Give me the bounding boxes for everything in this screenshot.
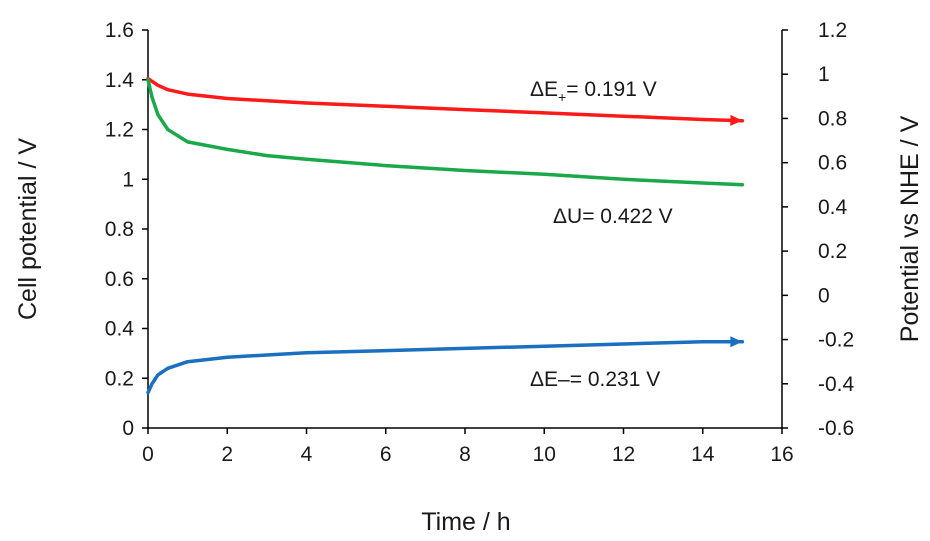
x-tick-label: 4 — [301, 443, 313, 466]
annotation-label: ΔE — [530, 368, 558, 391]
x-tick-label: 0 — [142, 443, 154, 466]
annotation-delta-e-minus: ΔE–= 0.231 V — [530, 368, 660, 391]
right-y-tick-label: 1 — [818, 63, 830, 86]
right-y-tick-label: 0.4 — [818, 196, 848, 219]
x-tick-label: 16 — [770, 443, 793, 466]
x-axis-title: Time / h — [421, 508, 510, 536]
axes — [147, 30, 783, 429]
annotation-value: = 0.191 V — [566, 78, 657, 101]
left-y-axis-title: Cell potential / V — [14, 138, 42, 320]
annotation-delta-e-plus: ΔE+= 0.191 V — [530, 78, 657, 105]
right-y-tick-label: -0.2 — [818, 329, 854, 352]
annotation-value: = 0.422 V — [582, 205, 673, 228]
right-y-tick-label: 0.2 — [818, 240, 847, 263]
right-y-tick-label: 1.2 — [818, 19, 847, 42]
tick-marks — [142, 29, 788, 434]
left-y-tick-label: 1.6 — [105, 19, 134, 42]
annotation-label: ΔU — [553, 205, 582, 228]
left-y-tick-label: 0.6 — [105, 268, 134, 291]
left-y-tick-label: 1 — [122, 168, 134, 191]
tick-labels: 0 2 4 6 8 10 12 14 1600.20.40.60.811.21.41.6-0.6… — [105, 19, 855, 466]
left-y-tick-label: 0 — [122, 417, 134, 440]
series-line-negative-electrode — [146, 340, 745, 395]
left-y-tick-label: 0.2 — [105, 367, 134, 390]
right-y-tick-label: 0.8 — [818, 107, 847, 130]
annotation-subscript: + — [558, 89, 566, 105]
series-arrowhead — [730, 336, 743, 348]
x-tick-label: 10 — [533, 443, 556, 466]
left-y-tick-label: 0.8 — [105, 218, 134, 241]
series-group — [146, 76, 745, 395]
x-tick-label: 12 — [612, 443, 635, 466]
left-y-tick-label: 1.2 — [105, 119, 134, 142]
right-y-tick-label: 0 — [818, 284, 830, 307]
right-y-tick-label: -0.6 — [818, 417, 854, 440]
left-y-tick-label: 0.4 — [105, 318, 135, 341]
series-arrowhead — [730, 114, 743, 126]
series-line-cell-voltage — [146, 78, 745, 187]
x-tick-label: 8 — [459, 443, 471, 466]
x-tick-label: 6 — [380, 443, 392, 466]
right-y-tick-label: 0.6 — [818, 152, 847, 175]
x-tick-label: 14 — [691, 443, 715, 466]
annotation-label: ΔE — [530, 78, 558, 101]
annotation-delta-u: ΔU= 0.422 V — [553, 205, 673, 228]
series-line-positive-electrode — [146, 76, 745, 123]
right-y-axis-title: Potential vs NHE / V — [896, 115, 924, 342]
right-y-tick-label: -0.4 — [818, 373, 855, 396]
annotations: ΔE+= 0.191 V ΔU= 0.422 V ΔE–= 0.231 V — [530, 78, 673, 391]
annotation-value: = 0.231 V — [570, 368, 661, 391]
left-y-tick-label: 1.4 — [105, 69, 135, 92]
x-tick-label: 2 — [221, 443, 233, 466]
annotation-subscript: – — [558, 368, 570, 391]
